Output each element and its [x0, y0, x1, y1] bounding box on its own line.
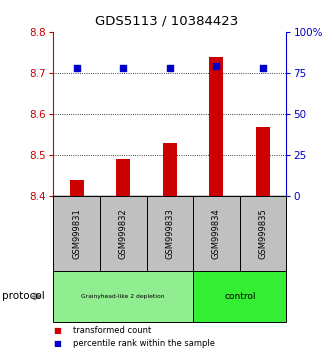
Text: transformed count: transformed count [73, 326, 152, 336]
Bar [163, 143, 177, 196]
Point [214, 64, 219, 69]
Text: GSM999833: GSM999833 [165, 208, 174, 259]
Text: GSM999834: GSM999834 [212, 208, 221, 259]
Text: ■: ■ [53, 339, 61, 348]
Text: control: control [224, 292, 255, 301]
Point [74, 65, 79, 71]
Point [121, 65, 126, 71]
Text: GDS5113 / 10384423: GDS5113 / 10384423 [95, 14, 238, 27]
Bar [116, 159, 130, 196]
Text: GSM999832: GSM999832 [119, 208, 128, 259]
Text: percentile rank within the sample: percentile rank within the sample [73, 339, 215, 348]
Text: Grainyhead-like 2 depletion: Grainyhead-like 2 depletion [82, 294, 165, 299]
Point [167, 65, 172, 71]
Text: protocol: protocol [2, 291, 44, 302]
Bar [70, 180, 84, 196]
Point [260, 65, 266, 71]
Bar [256, 126, 270, 196]
Bar [209, 57, 223, 196]
Text: GSM999831: GSM999831 [72, 208, 81, 259]
Text: GSM999835: GSM999835 [258, 208, 268, 259]
Text: ■: ■ [53, 326, 61, 336]
